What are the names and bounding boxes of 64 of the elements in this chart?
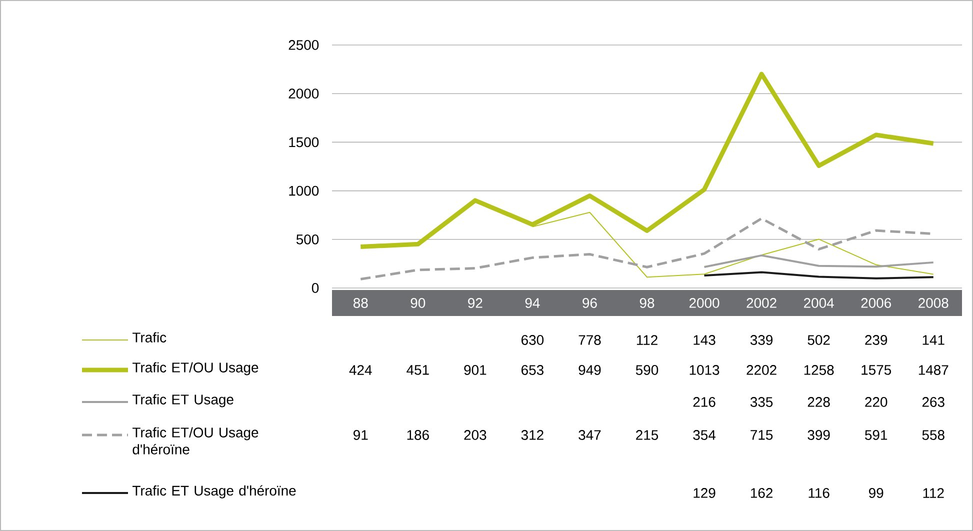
data-label: 715 [750, 430, 773, 440]
data-label: 1258 [804, 365, 834, 375]
data-label: 220 [865, 397, 888, 407]
data-label: 339 [750, 335, 773, 345]
data-label: 186 [407, 430, 429, 440]
data-label: 778 [578, 335, 601, 345]
data-label: 312 [521, 430, 544, 440]
data-label: 216 [693, 397, 716, 407]
x-tick-label: 90 [410, 298, 426, 308]
legend-label: Trafic ET Usage d'héroïne [132, 485, 296, 498]
data-label: 162 [750, 488, 772, 498]
data-label: 901 [464, 365, 486, 375]
data-label: 2202 [746, 365, 776, 375]
legend-label: Trafic [132, 332, 166, 342]
data-label: 354 [693, 430, 716, 440]
data-label: 91 [354, 430, 368, 440]
x-tick-label: 2000 [689, 298, 720, 308]
y-tick-label: 0 [312, 283, 319, 293]
data-label: 116 [808, 488, 830, 498]
data-label: 263 [922, 397, 944, 407]
data-label: 451 [406, 365, 429, 375]
y-tick-label: 1500 [289, 137, 319, 148]
data-label: 215 [636, 430, 658, 440]
x-tick-label: 2004 [804, 298, 834, 308]
data-label: 228 [808, 397, 830, 407]
data-label: 949 [578, 365, 601, 375]
data-label: 99 [869, 488, 884, 498]
x-tick-label: 2008 [918, 298, 948, 308]
data-label: 143 [694, 335, 716, 345]
legend-label: Trafic ET/OU Usage d'héroïne [132, 427, 258, 454]
data-label: 558 [922, 430, 944, 440]
data-label: 335 [750, 397, 773, 407]
y-tick-label: 2500 [288, 40, 319, 50]
data-label: 1487 [918, 365, 948, 375]
data-label: 424 [349, 365, 372, 375]
x-tick-label: 2006 [861, 298, 891, 308]
x-tick-label: 96 [582, 298, 597, 308]
y-tick-label: 1000 [289, 186, 319, 196]
data-label: 1013 [690, 365, 720, 375]
line-series [703, 254, 934, 268]
data-label: 112 [923, 488, 944, 498]
data-label: 141 [922, 335, 944, 345]
legend-label: Trafic ET/OU Usage [132, 362, 258, 376]
line-series [703, 271, 934, 280]
x-tick-label: 94 [525, 298, 540, 308]
data-label: 1575 [862, 365, 892, 375]
data-label: 347 [578, 430, 601, 440]
data-label: 399 [808, 430, 830, 440]
x-tick-label: 92 [468, 298, 482, 308]
y-tick-label: 2000 [288, 88, 319, 99]
legend-label: Trafic ET Usage [132, 394, 234, 408]
data-label: 203 [464, 430, 486, 440]
data-label: 653 [522, 365, 544, 375]
x-tick-label: 88 [353, 298, 368, 308]
x-tick-label: 2002 [746, 298, 776, 308]
data-label: 590 [636, 365, 658, 375]
data-label: 591 [865, 430, 888, 440]
data-label: 502 [808, 335, 830, 345]
data-label: 239 [865, 335, 888, 345]
data-label: 112 [636, 335, 658, 345]
x-tick-label: 98 [640, 298, 654, 308]
data-label: 129 [694, 488, 716, 498]
data-label: 630 [522, 335, 544, 345]
y-tick-label: 500 [296, 234, 319, 244]
